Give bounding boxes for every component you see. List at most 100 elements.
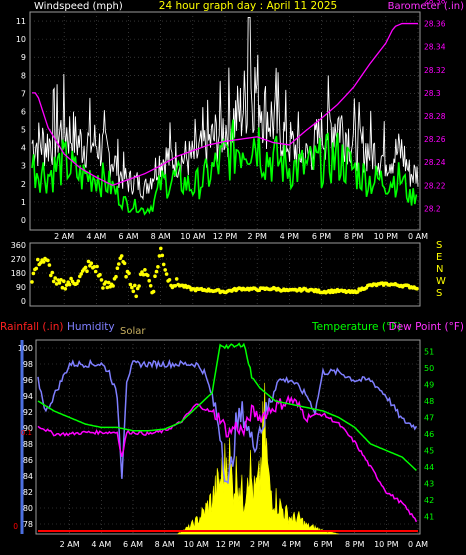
- wind-time-label: 6 AM: [118, 232, 138, 241]
- direction-point: [41, 260, 46, 264]
- barometer-tick-label: 28.26: [424, 135, 446, 144]
- direction-point: [95, 264, 99, 269]
- barometer-tick-label: 28.24: [424, 158, 446, 167]
- wind-time-label: 4 AM: [86, 232, 106, 241]
- direction-point: [86, 259, 91, 264]
- direction-panel: [29, 242, 421, 307]
- direction-point: [167, 278, 172, 282]
- direction-point: [53, 276, 57, 280]
- humidity-tick-label: 100: [18, 344, 33, 353]
- direction-point: [173, 284, 178, 288]
- direction-point: [159, 246, 163, 251]
- direction-point: [137, 284, 141, 288]
- wind-time-label: 12 PM: [213, 232, 238, 241]
- wind-time-label: 8 PM: [344, 232, 363, 241]
- dewpoint-line: [37, 394, 418, 523]
- wind-tick-label: 11: [16, 17, 26, 26]
- direction-point: [92, 265, 96, 269]
- temperature-tick-label: 43: [424, 479, 434, 488]
- climate-time-label: 10 PM: [374, 540, 399, 549]
- direction-point: [163, 268, 167, 272]
- humidity-tick-label: 98: [23, 360, 33, 369]
- climate-time-label: 2 PM: [250, 540, 269, 549]
- windspeed-axis-title: Windspeed (mph): [34, 1, 123, 12]
- direction-point: [157, 254, 162, 258]
- direction-point: [98, 272, 102, 277]
- climate-time-label: 6 AM: [123, 540, 143, 549]
- rainfall-tick-label: 0: [13, 522, 18, 531]
- climate-time-label: 8 AM: [155, 540, 175, 549]
- direction-point: [146, 273, 150, 278]
- climate-time-label: 2 AM: [60, 540, 80, 549]
- direction-point: [130, 285, 134, 290]
- climate-time-label: 8 PM: [345, 540, 364, 549]
- wind-time-label: 8 AM: [151, 232, 171, 241]
- direction-point: [57, 281, 62, 285]
- direction-point: [59, 278, 63, 282]
- wind-time-label: 10 AM: [180, 232, 205, 241]
- humidity-tick-label: 80: [23, 504, 33, 513]
- barometer-tick-label: 28.3: [424, 89, 441, 98]
- direction-point: [151, 289, 156, 294]
- barometer-axis-title: Barometer (.in): [388, 1, 464, 12]
- direction-point: [30, 280, 34, 284]
- solar-legend: Solar: [120, 326, 146, 337]
- wind-time-label: 0 AM: [408, 232, 428, 241]
- direction-point: [104, 280, 108, 284]
- direction-point: [69, 276, 73, 281]
- climate-time-label: 6 PM: [313, 540, 332, 549]
- rainfall-tick-label: 0.1: [21, 429, 32, 437]
- direction-point: [54, 282, 59, 286]
- climate-time-label: 12 PM: [216, 540, 241, 549]
- temperature-tick-label: 45: [424, 446, 434, 455]
- humidity-legend: Humidity: [67, 321, 115, 333]
- direction-point: [106, 280, 111, 285]
- wind-series: [31, 16, 419, 216]
- barometer-axis-ticks: 28.2 28.22 28.24 28.26 28.28 28.3 28.32 28.34 28…: [424, 0, 446, 213]
- direction-point: [160, 253, 165, 258]
- wind-time-label: 2 AM: [54, 232, 74, 241]
- direction-point: [141, 272, 146, 277]
- direction-point: [119, 254, 124, 258]
- temperature-tick-label: 41: [424, 512, 434, 521]
- wind-time-labels: 2 AM 4 AM 6 AM 8 AM 10 AM 12 PM 2 PM 4 PM 6 PM 8 …: [54, 232, 428, 241]
- climate-series: [37, 342, 418, 535]
- humidity-axis-ticks: 78 80 82 84 86 88 90 92 94 96 98 100: [18, 344, 33, 529]
- direction-tick-label: 360: [11, 241, 26, 250]
- rainfall-axis-ticks: 0.10: [13, 429, 32, 531]
- wind-time-label: 10 PM: [374, 232, 399, 241]
- climate-time-label: 0 AM: [408, 540, 428, 549]
- direction-point: [49, 273, 53, 278]
- barometer-tick-label: 28.32: [424, 66, 446, 75]
- direction-point: [99, 278, 104, 282]
- direction-point: [124, 274, 128, 279]
- humidity-tick-label: 78: [23, 520, 33, 529]
- direction-point: [34, 266, 39, 271]
- wind-tick-label: 3: [21, 162, 26, 171]
- direction-tick-label: 270: [11, 255, 26, 264]
- humidity-tick-label: 92: [23, 408, 33, 417]
- wind-tick-label: 10: [16, 35, 26, 44]
- wind-time-label: 6 PM: [312, 232, 331, 241]
- humidity-tick-label: 86: [23, 456, 33, 465]
- direction-point: [111, 284, 115, 288]
- direction-point: [148, 284, 153, 288]
- direction-point: [83, 265, 88, 270]
- direction-grid: [30, 243, 420, 306]
- humidity-tick-label: 82: [23, 488, 33, 497]
- direction-point: [105, 285, 110, 290]
- direction-point: [147, 278, 151, 283]
- direction-point: [38, 261, 43, 265]
- temperature-tick-label: 42: [424, 496, 434, 505]
- direction-point: [85, 269, 89, 274]
- direction-point: [62, 279, 66, 284]
- direction-point: [415, 286, 419, 291]
- wind-tick-label: 0: [21, 216, 26, 225]
- time-axis-labels: 2 AM 4 AM 6 AM 8 AM 10 AM 12 PM 2 PM 4 PM 6 PM 8 …: [60, 540, 428, 549]
- compass-label: E: [436, 252, 442, 263]
- humidity-tick-label: 88: [23, 440, 33, 449]
- temperature-tick-label: 47: [424, 414, 434, 423]
- wind-time-label: 4 PM: [280, 232, 299, 241]
